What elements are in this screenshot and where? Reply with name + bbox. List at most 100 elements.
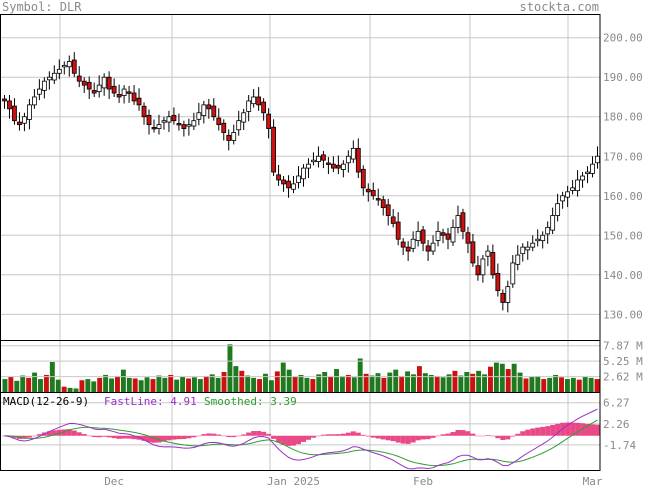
candle (316, 146, 321, 168)
candle-body (375, 198, 381, 201)
macd-histogram-bar (515, 433, 521, 436)
volume-bar (399, 376, 405, 392)
candle (176, 113, 182, 131)
volume-bar (245, 375, 251, 392)
candle (61, 61, 67, 75)
candle (66, 55, 72, 77)
volume-bar (103, 374, 109, 392)
candle (261, 98, 267, 121)
candle-body (2, 98, 7, 102)
volume-tick-label: 7.87 M (603, 340, 643, 353)
candle (12, 98, 17, 125)
macd-histogram-bar (455, 429, 461, 436)
candle (595, 146, 600, 169)
volume-bar (570, 377, 576, 392)
volume-bar (144, 377, 150, 392)
macd-histogram-bar (71, 430, 77, 436)
volume-bar (251, 377, 257, 392)
candle-body (520, 246, 526, 255)
volume-bar (8, 376, 14, 392)
volume-bar (493, 362, 499, 392)
volume-bar (588, 377, 594, 392)
volume-bar (322, 372, 328, 392)
volume-bar (488, 366, 493, 392)
candle-body (96, 84, 102, 93)
candle-body (271, 126, 276, 173)
candle-body (27, 104, 32, 120)
candle-body (326, 162, 331, 165)
candle (390, 209, 396, 228)
volume-bar (197, 379, 203, 392)
candle-body (505, 286, 511, 303)
macd-fast-line (4, 408, 598, 470)
volume-bar (553, 374, 559, 392)
macd-smoothed-label: Smoothed: 3.39 (204, 395, 297, 408)
candle (500, 289, 506, 311)
candle-body (316, 155, 321, 162)
candle (375, 188, 381, 206)
volume-bar (582, 376, 588, 392)
volume-bar (440, 377, 446, 392)
macd-histogram-bar (410, 435, 416, 443)
volume-bar (73, 388, 79, 392)
volume-bar (215, 377, 221, 392)
macd-histogram-bar (390, 435, 396, 442)
candle-body (116, 94, 122, 98)
macd-histogram-bar (545, 426, 551, 436)
candle (555, 193, 561, 222)
candle-body (166, 116, 172, 123)
candle (56, 59, 62, 80)
volume-bar (357, 358, 363, 392)
candle-body (261, 101, 267, 114)
candle (31, 89, 37, 109)
volume-bar (156, 375, 162, 392)
candle (580, 172, 585, 188)
candle-body (301, 167, 306, 180)
candle-body (500, 292, 506, 303)
volume-bar (476, 370, 482, 392)
volume-bar (541, 379, 547, 392)
candle-body (121, 88, 127, 96)
volume-bar (304, 377, 310, 392)
macd-histogram-bar (36, 434, 42, 436)
volume-bar (191, 377, 197, 392)
macd-histogram-bar (495, 435, 501, 439)
candle-body (196, 112, 202, 120)
macd-histogram-bar (440, 434, 446, 436)
candle-body (106, 76, 112, 90)
candle-body (146, 114, 152, 126)
candle (335, 155, 341, 175)
candle (236, 110, 242, 136)
macd-histogram-bar (310, 435, 316, 438)
candle (306, 158, 311, 178)
brand-watermark: stockta.com (519, 0, 599, 14)
candle (435, 221, 441, 247)
volume-bar (239, 370, 245, 392)
volume-bar (452, 370, 458, 392)
macd-histogram-bar (206, 433, 212, 436)
candle-body (151, 127, 157, 130)
candle (101, 73, 107, 96)
candle-body (31, 96, 37, 106)
candle (380, 195, 386, 216)
macd-histogram-bar (31, 435, 37, 437)
candle-body (161, 120, 167, 123)
candle (241, 108, 247, 130)
candle (226, 129, 232, 151)
candle (400, 238, 406, 256)
volume-bar (114, 376, 120, 392)
candle-body (410, 238, 416, 249)
candle (131, 85, 137, 105)
candle-body (81, 80, 87, 86)
candle (301, 164, 306, 187)
candle-body (565, 191, 571, 198)
candle-body (485, 250, 491, 257)
macd-histogram-bar (61, 429, 67, 436)
macd-histogram-bar (296, 435, 301, 445)
volume-bar (26, 377, 32, 392)
candle (126, 85, 132, 103)
candle (340, 160, 346, 178)
candle-body (36, 88, 42, 95)
candle (266, 108, 272, 139)
volume-bar (405, 371, 411, 392)
